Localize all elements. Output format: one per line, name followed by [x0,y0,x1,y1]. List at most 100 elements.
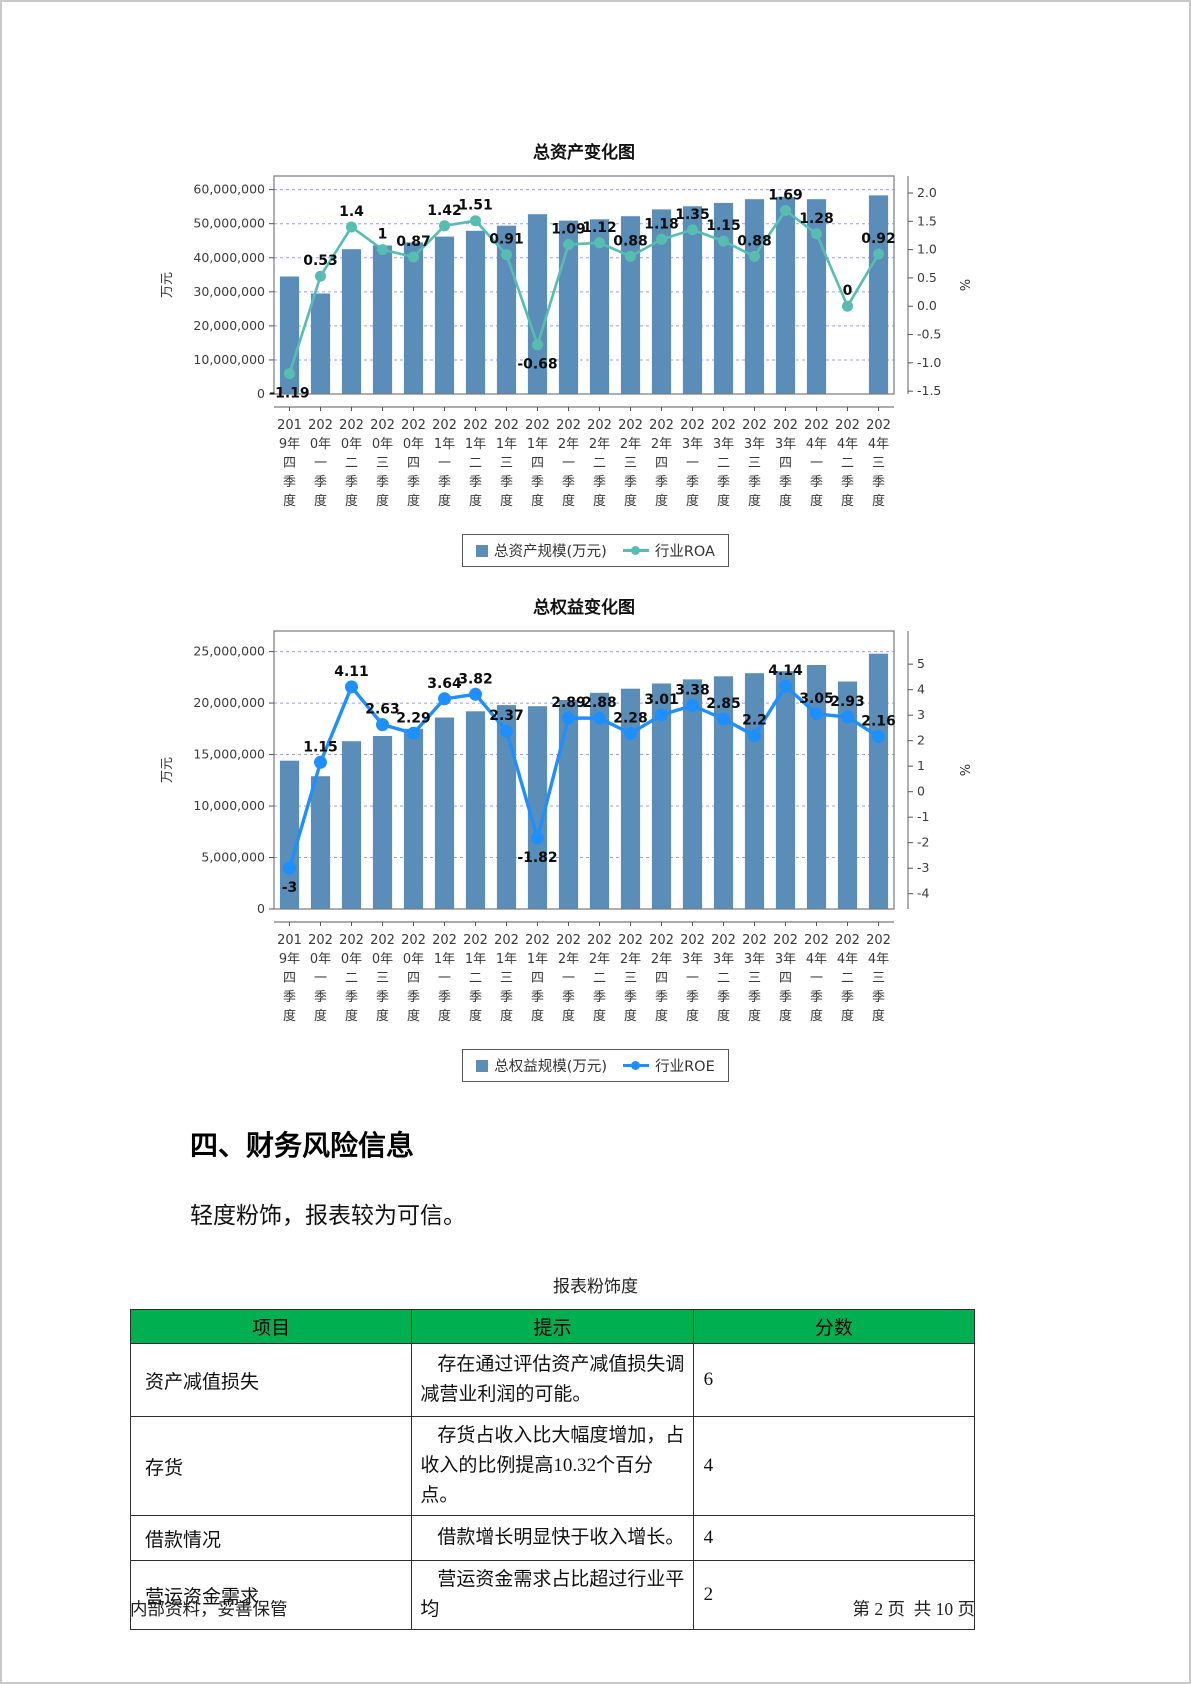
svg-text:0.0: 0.0 [917,298,937,313]
svg-text:1: 1 [917,758,925,773]
svg-text:-1.0: -1.0 [917,355,941,370]
line-marker [376,244,388,256]
chart-canvas: 0 10,000,000 20,000,000 30,000,000 40,000,00… [160,142,971,509]
bar [465,711,485,909]
line-marker [592,711,606,725]
x-axis-label: 202 0年二季度 [339,418,364,509]
line-marker [748,250,760,262]
x-axis-label: 202 1年四季度 [525,418,550,509]
legend-item-line: 行业ROE [623,1055,715,1076]
line-marker [282,861,296,875]
x-axis-label: 202 4年三季度 [866,418,891,509]
data-label: 1 [377,227,387,243]
bar [589,692,609,909]
bar [682,206,702,394]
right-axis-title: % [956,764,971,776]
svg-text:2: 2 [917,733,925,748]
svg-text:0: 0 [257,386,265,401]
line-marker [438,220,450,232]
right-axis-title: % [956,279,971,291]
data-label: 1.51 [458,198,493,214]
data-label: 4.11 [334,664,369,680]
table-row: 借款情况 借款增长明显快于收入增长。 4 [129,1515,976,1561]
section-paragraph: 轻度粉饰，报表较为可信。 [190,1203,466,1228]
score-cell: 6 [692,1343,976,1417]
svg-text:-3: -3 [917,860,929,875]
bar [465,230,485,394]
x-axis-label: 202 0年三季度 [370,418,395,509]
svg-text:5: 5 [917,656,925,671]
data-label: 2.16 [861,714,896,730]
bar [651,209,671,394]
x-axis-label: 202 4年二季度 [835,933,860,1024]
x-axis-label: 202 2年二季度 [587,933,612,1024]
data-label: 1.28 [799,211,834,227]
x-axis-label: 201 9年四季度 [277,933,302,1024]
x-axis-label: 202 1年三季度 [494,418,519,509]
line-marker [809,707,823,721]
bar [868,653,888,909]
data-label: 2.29 [396,710,431,726]
page-footer: 内部资料，妥善保管 第 2 页 共 10 页 [130,1596,975,1621]
line-marker [344,680,358,694]
data-label: 2.37 [489,708,524,724]
svg-text:30,000,000: 30,000,000 [193,284,265,299]
section-heading: 四、财务风险信息 [190,1130,415,1161]
data-label: 3.01 [644,692,679,708]
bar [620,688,640,909]
x-axis-label: 202 0年四季度 [401,933,426,1024]
data-label: 1.09 [551,222,586,238]
line-marker [778,679,792,693]
bar [713,202,733,394]
data-label: -0.68 [517,357,557,373]
line-marker [375,718,389,732]
data-label: 2.2 [742,713,767,729]
footer-page-number: 第 2 页 共 10 页 [852,1599,976,1619]
line-marker [313,755,327,769]
x-axis-label: 202 3年三季度 [742,418,767,509]
line-marker [716,712,730,726]
data-label: -1.82 [517,850,557,866]
x-axis-label: 202 3年一季度 [680,418,705,509]
line-marker [468,687,482,701]
table-header-row: 项目 提示 分数 [129,1309,976,1344]
legend-item-bar: 总权益规模(万元) [476,1055,607,1076]
bar [403,242,423,394]
svg-text:2.0: 2.0 [917,185,937,200]
risk-table: 项目 提示 分数 资产减值损失 存在通过评估资产减值损失调减营业利润的可能。 6… [129,1309,976,1630]
line-marker [593,237,605,249]
bar [868,195,888,394]
bar [403,728,423,909]
data-label: -1.19 [269,386,309,402]
legend-item-line: 行业ROA [622,540,715,561]
svg-text:0: 0 [257,901,265,916]
line-marker [654,708,668,722]
bar [310,293,330,394]
svg-text:-1: -1 [917,809,929,824]
x-axis-label: 202 1年二季度 [463,933,488,1024]
data-label: 0.53 [303,253,338,269]
bar [651,683,671,909]
x-axis-label: 202 2年二季度 [587,418,612,509]
line-marker [469,215,481,227]
x-axis-label: 202 4年一季度 [804,418,829,509]
data-label: 2.88 [582,695,617,711]
x-axis-label: 202 1年二季度 [463,418,488,509]
data-label: 1.4 [339,204,364,220]
line-marker [499,724,513,738]
line-marker [717,235,729,247]
svg-text:-0.5: -0.5 [917,327,941,342]
svg-text:10,000,000: 10,000,000 [193,798,265,813]
svg-text:15,000,000: 15,000,000 [193,747,265,762]
score-cell: 4 [692,1416,976,1516]
x-axis-label: 202 1年三季度 [494,933,519,1024]
line-swatch-icon [622,545,649,555]
bar [558,700,578,909]
svg-text:-4: -4 [917,886,930,901]
line-marker [406,726,420,740]
score-cell: 4 [692,1515,976,1561]
svg-text:-2: -2 [917,835,929,850]
svg-text:20,000,000: 20,000,000 [193,695,265,710]
x-axis-label: 202 3年四季度 [773,418,798,509]
data-label: 0.91 [489,232,524,248]
